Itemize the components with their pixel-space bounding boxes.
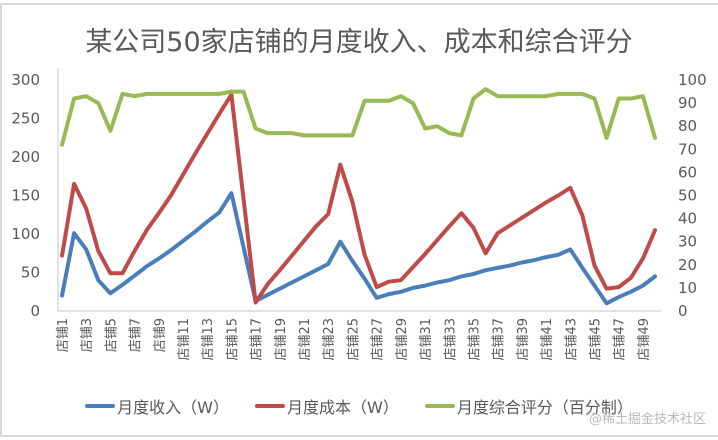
income-line — [60, 191, 657, 306]
legend-swatch-income — [85, 404, 116, 408]
watermark: @稀土掘金技术社区 — [588, 412, 706, 427]
x-axis-tick: 店铺39 — [516, 318, 531, 361]
score-line — [60, 87, 657, 147]
left-axis-tick: 50 — [21, 264, 40, 282]
legend-label-income: 月度收入（W） — [117, 398, 229, 417]
left-axis-tick: 300 — [11, 71, 40, 89]
left-axis-tick: 250 — [11, 110, 40, 128]
x-axis-tick: 店铺45 — [588, 318, 603, 361]
right-axis-tick: 100 — [678, 71, 707, 89]
legend-swatch-score — [424, 404, 455, 408]
x-axis-tick: 店铺13 — [201, 318, 216, 361]
legend-label-score: 月度综合评分（百分制） — [456, 398, 633, 417]
x-axis-tick: 店铺23 — [322, 318, 337, 361]
frame-border — [0, 435, 718, 437]
legend-item-income[interactable]: 月度收入（W） — [85, 394, 229, 418]
x-axis-tick: 店铺15 — [225, 318, 240, 361]
x-axis-tick: 店铺9 — [153, 318, 168, 352]
right-axis-tick: 70 — [678, 140, 697, 158]
legend: 月度收入（W） 月度成本（W） 月度综合评分（百分制） — [0, 394, 718, 418]
left-axis-tick: 0 — [30, 302, 40, 320]
x-axis-tick: 店铺29 — [395, 318, 410, 361]
legend-item-cost[interactable]: 月度成本（W） — [254, 394, 399, 418]
frame-border — [0, 3, 2, 437]
right-axis-tick: 50 — [678, 187, 697, 205]
x-axis-tick: 店铺11 — [177, 318, 192, 361]
cost-line — [60, 92, 657, 305]
x-axis-tick: 店铺1 — [56, 318, 71, 352]
right-axis-tick: 30 — [678, 233, 697, 251]
x-axis-tick: 店铺19 — [274, 318, 289, 361]
x-axis-tick: 店铺47 — [613, 318, 628, 361]
x-axis-tick: 店铺43 — [564, 318, 579, 361]
right-axis-tick: 60 — [678, 163, 697, 181]
x-axis-tick: 店铺17 — [250, 318, 265, 361]
x-axis-tick: 店铺5 — [104, 318, 119, 352]
x-axis-tick: 店铺49 — [637, 318, 652, 361]
x-axis-tick: 店铺21 — [298, 318, 313, 361]
x-axis-tick: 店铺31 — [419, 318, 434, 361]
right-axis-tick: 90 — [678, 94, 697, 112]
left-axis-tick: 150 — [11, 187, 40, 205]
right-axis-tick: 0 — [678, 302, 688, 320]
frame-border — [0, 3, 718, 5]
x-axis-tick: 店铺33 — [443, 318, 458, 361]
legend-item-score[interactable]: 月度综合评分（百分制） — [424, 394, 633, 418]
right-axis-tick: 10 — [678, 279, 697, 297]
x-axis-tick: 店铺7 — [129, 318, 144, 352]
right-axis-tick: 80 — [678, 117, 697, 135]
left-axis-tick: 100 — [11, 225, 40, 243]
legend-label-cost: 月度成本（W） — [286, 398, 399, 417]
right-axis-tick: 20 — [678, 256, 697, 274]
x-axis-tick: 店铺3 — [80, 318, 95, 352]
left-axis-tick: 200 — [11, 148, 40, 166]
x-axis-tick: 店铺41 — [540, 318, 555, 361]
x-axis-tick: 店铺35 — [467, 318, 482, 361]
legend-swatch-cost — [254, 404, 285, 408]
x-axis-tick: 店铺27 — [371, 318, 386, 361]
x-axis-tick: 店铺25 — [346, 318, 361, 361]
chart-title: 某公司50家店铺的月度收入、成本和综合评分 — [85, 27, 633, 58]
right-axis-tick: 40 — [678, 210, 697, 228]
x-axis-tick: 店铺37 — [492, 318, 507, 361]
